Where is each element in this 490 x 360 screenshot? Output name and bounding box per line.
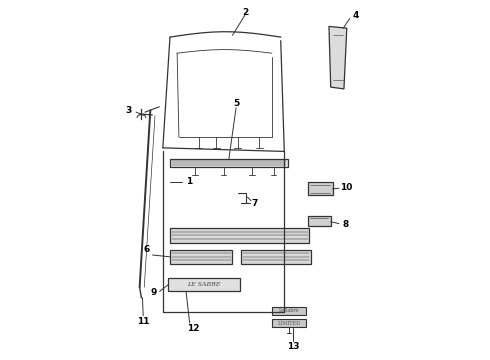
Bar (242, 249, 311, 264)
Text: 3: 3 (126, 106, 132, 115)
Bar (308, 216, 331, 226)
Text: LIMITED: LIMITED (277, 321, 300, 326)
Text: 5: 5 (233, 99, 239, 108)
Bar (170, 249, 232, 264)
Text: 2: 2 (242, 8, 248, 17)
Bar (272, 307, 306, 315)
Text: 11: 11 (137, 316, 149, 325)
Polygon shape (329, 26, 347, 89)
Text: 12: 12 (187, 324, 199, 333)
Bar (308, 182, 333, 195)
FancyBboxPatch shape (170, 158, 288, 167)
Text: 4: 4 (352, 11, 359, 20)
Text: LE SABRE: LE SABRE (187, 282, 220, 287)
Text: 9: 9 (151, 288, 157, 297)
Bar (170, 228, 309, 243)
Text: 1: 1 (187, 177, 193, 186)
Bar (168, 278, 240, 291)
Bar (272, 319, 306, 327)
Text: LeSabre: LeSabre (278, 308, 299, 313)
Text: 10: 10 (340, 183, 352, 192)
Text: 8: 8 (343, 220, 349, 229)
Text: 7: 7 (251, 199, 258, 208)
Text: 13: 13 (287, 342, 299, 351)
Text: 6: 6 (144, 245, 150, 254)
